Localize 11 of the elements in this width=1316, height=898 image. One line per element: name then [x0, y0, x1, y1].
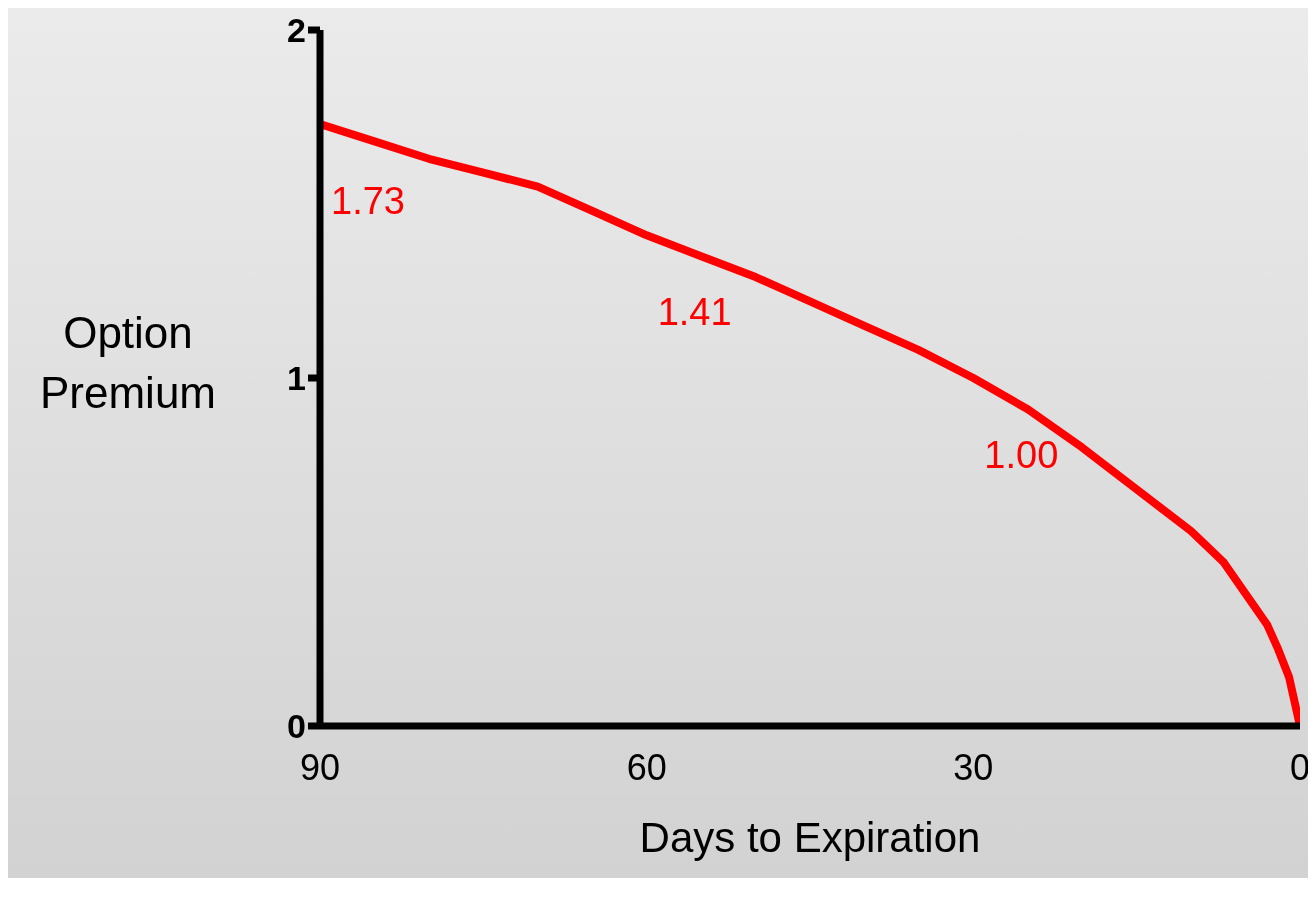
annotation: 1.00 — [984, 434, 1059, 476]
y-tick-label: 2 — [287, 11, 306, 50]
annotation: 1.41 — [657, 291, 732, 334]
x-axis-title: Days to Expiration — [639, 814, 981, 861]
x-tick-label: 90 — [299, 746, 341, 788]
x-tick-label: 60 — [626, 746, 667, 788]
y-axis-title: Option Premium — [39, 308, 217, 417]
y-tick-label: 1 — [287, 359, 306, 398]
x-tick-label: 30 — [953, 746, 994, 788]
y-tick-label: 0 — [287, 707, 306, 746]
annotation: 1.73 — [331, 179, 405, 222]
